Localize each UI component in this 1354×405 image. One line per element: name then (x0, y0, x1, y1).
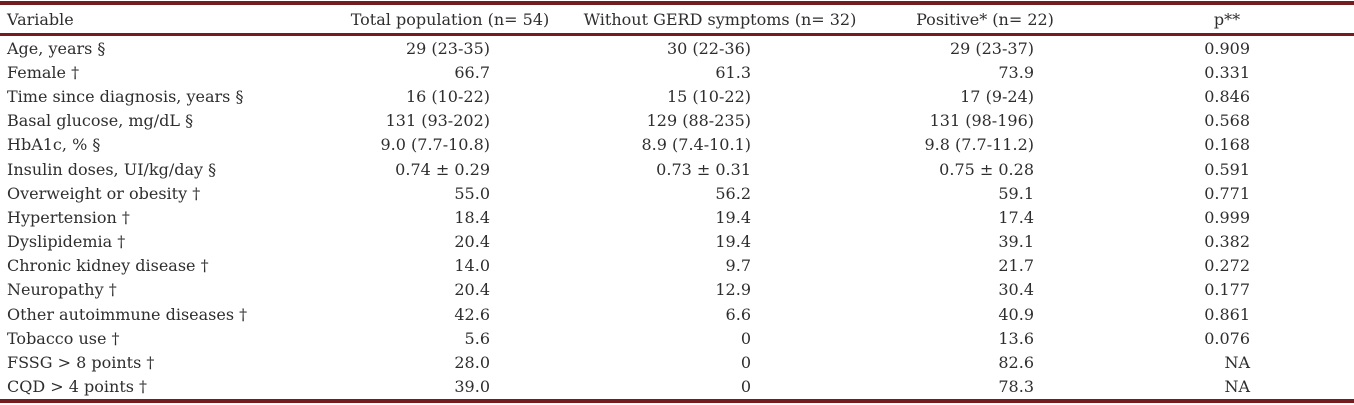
p-value-cell: 0.999 (1204, 207, 1250, 227)
without-gerd-cell: 9.7 (725, 256, 751, 276)
variable-cell: Dyslipidemia † (7, 232, 126, 252)
p-value-cell: NA (1224, 377, 1250, 397)
variable-cell: Chronic kidney disease † (7, 256, 209, 276)
column-header-variable: Variable (0, 3, 330, 36)
positive-cell: 131 (98-196) (929, 111, 1034, 131)
p-value-cell: NA (1224, 353, 1250, 373)
variable-cell: Insulin doses, UI/kg/day § (7, 159, 217, 179)
p-value-cell: 0.861 (1204, 304, 1250, 324)
total-population-cell: 20.4 (454, 232, 490, 252)
table-row: Neuropathy † 20.4 12.9 30.4 0.177 (0, 278, 1354, 302)
p-value-cell: 0.331 (1204, 62, 1250, 82)
total-population-cell: 20.4 (454, 280, 490, 300)
without-gerd-cell: 30 (22-36) (666, 38, 751, 58)
without-gerd-cell: 0 (740, 377, 751, 397)
variable-cell: HbA1c, % § (7, 135, 101, 155)
total-population-cell: 66.7 (454, 62, 490, 82)
total-population-cell: 131 (93-202) (385, 111, 490, 131)
without-gerd-cell: 56.2 (715, 183, 751, 203)
variable-cell: Hypertension † (7, 207, 130, 227)
without-gerd-cell: 0.73 ± 0.31 (656, 159, 751, 179)
table-row: Female † 66.7 61.3 73.9 0.331 (0, 60, 1354, 84)
without-gerd-cell: 19.4 (715, 232, 751, 252)
table-row: CQD > 4 points † 39.0 0 78.3 NA (0, 375, 1354, 401)
without-gerd-cell: 6.6 (725, 304, 751, 324)
total-population-cell: 42.6 (454, 304, 490, 324)
column-header-without-gerd: Without GERD symptoms (n= 32) (570, 3, 870, 36)
variable-cell: Other autoimmune diseases † (7, 304, 248, 324)
table-row: Other autoimmune diseases † 42.6 6.6 40.9 0.… (0, 302, 1354, 326)
table-row: Overweight or obesity † 55.0 56.2 59.1 0.771 (0, 181, 1354, 205)
p-value-cell: 0.168 (1204, 135, 1250, 155)
variable-cell: Overweight or obesity † (7, 183, 201, 203)
without-gerd-cell: 0 (740, 328, 751, 348)
positive-cell: 40.9 (998, 304, 1034, 324)
total-population-cell: 28.0 (454, 353, 490, 373)
table-row: Dyslipidemia † 20.4 19.4 39.1 0.382 (0, 230, 1354, 254)
total-population-cell: 55.0 (454, 183, 490, 203)
total-population-cell: 14.0 (454, 256, 490, 276)
table-row: Time since diagnosis, years § 16 (10-22) 1… (0, 84, 1354, 108)
without-gerd-cell: 0 (740, 353, 751, 373)
positive-cell: 78.3 (998, 377, 1034, 397)
positive-cell: 30.4 (998, 280, 1034, 300)
p-value-cell: 0.591 (1204, 159, 1250, 179)
table-row: FSSG > 8 points † 28.0 0 82.6 NA (0, 350, 1354, 374)
p-value-cell: 0.177 (1204, 280, 1250, 300)
variable-cell: FSSG > 8 points † (7, 353, 155, 373)
positive-cell: 39.1 (998, 232, 1034, 252)
p-value-cell: 0.909 (1204, 38, 1250, 58)
p-value-cell: 0.272 (1204, 256, 1250, 276)
variable-cell: Tobacco use † (7, 328, 120, 348)
variable-cell: Female † (7, 62, 80, 82)
total-population-cell: 9.0 (7.7-10.8) (380, 135, 491, 155)
table-header: Variable Total population (n= 54) Withou… (0, 3, 1354, 36)
header-row: Variable Total population (n= 54) Withou… (0, 3, 1354, 36)
total-population-cell: 18.4 (454, 207, 490, 227)
without-gerd-cell: 129 (88-235) (646, 111, 751, 131)
table-row: Chronic kidney disease † 14.0 9.7 21.7 0.272 (0, 254, 1354, 278)
positive-cell: 59.1 (998, 183, 1034, 203)
table-row: Tobacco use † 5.6 0 13.6 0.076 (0, 326, 1354, 350)
table-body: Age, years § 29 (23-35) 30 (22-36) 29 (23-3… (0, 35, 1354, 401)
variable-cell: CQD > 4 points † (7, 377, 148, 397)
total-population-cell: 29 (23-35) (405, 38, 490, 58)
variable-cell: Age, years § (7, 38, 106, 58)
variable-cell: Time since diagnosis, years § (7, 86, 244, 106)
positive-cell: 17 (9-24) (960, 86, 1034, 106)
positive-cell: 73.9 (998, 62, 1034, 82)
table-row: Hypertension † 18.4 19.4 17.4 0.999 (0, 205, 1354, 229)
p-value-cell: 0.846 (1204, 86, 1250, 106)
column-header-total-population: Total population (n= 54) (330, 3, 570, 36)
table-row: Basal glucose, mg/dL § 131 (93-202) 129 (8… (0, 109, 1354, 133)
positive-cell: 29 (23-37) (949, 38, 1034, 58)
positive-cell: 9.8 (7.7-11.2) (924, 135, 1035, 155)
p-value-cell: 0.382 (1204, 232, 1250, 252)
table-row: HbA1c, % § 9.0 (7.7-10.8) 8.9 (7.4-10.1) 9.… (0, 133, 1354, 157)
positive-cell: 82.6 (998, 353, 1034, 373)
positive-cell: 21.7 (998, 256, 1034, 276)
without-gerd-cell: 12.9 (715, 280, 751, 300)
variable-cell: Neuropathy † (7, 280, 117, 300)
without-gerd-cell: 8.9 (7.4-10.1) (641, 135, 752, 155)
total-population-cell: 16 (10-22) (405, 86, 490, 106)
without-gerd-cell: 19.4 (715, 207, 751, 227)
p-value-cell: 0.771 (1204, 183, 1250, 203)
total-population-cell: 5.6 (464, 328, 490, 348)
positive-cell: 13.6 (998, 328, 1034, 348)
p-value-cell: 0.568 (1204, 111, 1250, 131)
without-gerd-cell: 15 (10-22) (666, 86, 751, 106)
total-population-cell: 39.0 (454, 377, 490, 397)
p-value-cell: 0.076 (1204, 328, 1250, 348)
without-gerd-cell: 61.3 (715, 62, 751, 82)
positive-cell: 17.4 (998, 207, 1034, 227)
column-header-p-value: p** (1100, 3, 1354, 36)
table-row: Insulin doses, UI/kg/day § 0.74 ± 0.29 0.7… (0, 157, 1354, 181)
positive-cell: 0.75 ± 0.28 (939, 159, 1034, 179)
total-population-cell: 0.74 ± 0.29 (395, 159, 490, 179)
table-row: Age, years § 29 (23-35) 30 (22-36) 29 (23-3… (0, 35, 1354, 61)
variable-cell: Basal glucose, mg/dL § (7, 111, 194, 131)
column-header-positive: Positive* (n= 22) (870, 3, 1100, 36)
